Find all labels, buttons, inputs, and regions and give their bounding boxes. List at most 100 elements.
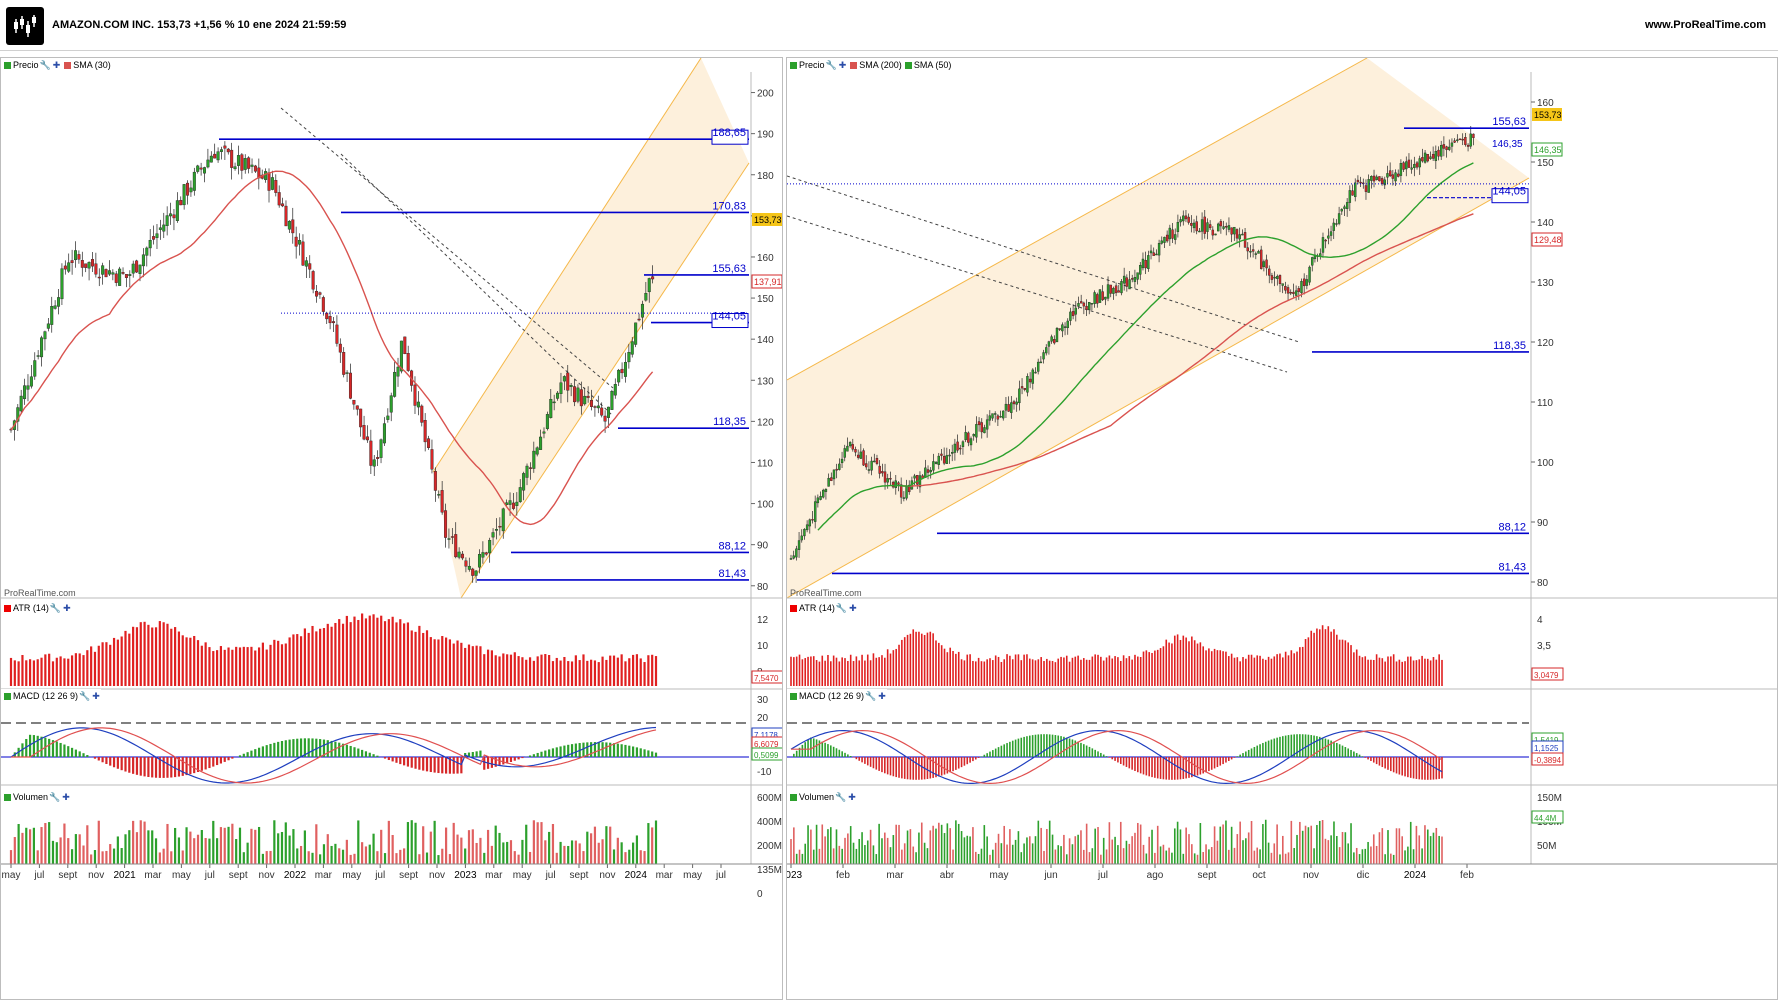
legend-price[interactable]: Precio [799,60,825,70]
wrench-icon[interactable]: 🔧 [865,690,877,701]
legend-sma200[interactable]: SMA (200) [859,60,902,70]
candle-body [1259,249,1263,269]
x-axis-label: jun [1043,870,1057,881]
atr-label[interactable]: ATR (14) [13,603,49,613]
atr-bar [1304,639,1307,686]
atr-bar [903,637,906,686]
wrench-icon[interactable]: 🔧 [79,690,91,701]
price-tick-label: 160 [757,253,774,264]
plus-icon[interactable]: ✚ [62,791,70,802]
atr-label[interactable]: ATR (14) [799,603,835,613]
macd-histogram-bar [563,745,566,757]
atr-bar [654,656,658,686]
right-chart-panel[interactable]: 155,63 144,05 118,35 88,12 81,43 160 150 140 130… [786,57,1778,1000]
site-url[interactable]: www.ProRealTime.com [1644,19,1766,31]
plus-icon[interactable]: ✚ [878,690,886,701]
candle-body [1026,376,1029,393]
macd-histogram-bar [376,755,379,757]
candle-body [77,254,81,260]
candle-body [1203,216,1206,234]
volume-bar [1358,854,1361,864]
macd-histogram-bar [1250,748,1253,757]
candle-body [1289,292,1292,294]
macd-label[interactable]: MACD (12 26 9) [13,691,79,701]
wrench-icon[interactable]: 🔧 [825,59,837,70]
left-chart-panel[interactable]: 188,65 170,83 155,63 144,05 118,35 88,12 81,43… [0,57,783,1000]
volume-bar [1159,846,1162,864]
atr-bar [517,656,520,686]
candle-body [1098,289,1102,303]
candle-body [549,398,553,418]
legend-price[interactable]: Precio [13,60,39,70]
plus-icon[interactable]: ✚ [849,602,857,613]
wrench-icon[interactable]: 🔧 [49,791,61,802]
volume-bar [1384,854,1386,864]
volume-bar [112,848,116,864]
macd-histogram-bar [1168,757,1170,780]
atr-bar [929,631,932,686]
macd-line [790,729,1443,785]
atr-bar [1063,657,1065,686]
macd-label[interactable]: MACD (12 26 9) [799,691,865,701]
volume-bar [25,827,28,864]
volume-bar [406,822,410,864]
wrench-icon[interactable]: 🔧 [835,602,848,613]
level-label-box [711,129,749,145]
wrench-icon[interactable]: 🔧 [49,602,62,613]
volume-bar [464,848,467,864]
candle-body [873,460,876,463]
plus-icon[interactable]: ✚ [63,602,71,613]
volume-bar [651,827,654,864]
volume-bar [1117,845,1119,864]
candle-body [1227,225,1231,230]
plus-icon[interactable]: ✚ [848,791,856,802]
macd-histogram-bar [307,738,310,757]
legend-sma30[interactable]: SMA (30) [73,60,111,70]
plus-icon[interactable]: ✚ [838,59,847,70]
volume-bar [338,848,341,864]
volume-bar [1142,844,1145,864]
price-swatch-icon [4,61,11,69]
candle-body [423,420,427,443]
atr-bar [441,636,444,686]
macd-histogram-bar [1196,757,1199,776]
candle-body [243,158,247,170]
candle-body [1233,226,1236,235]
volume-bar [330,845,333,864]
app-logo-icon[interactable] [6,7,44,45]
candle-body [566,372,570,391]
candle-body [1195,221,1198,232]
macd-histogram-bar [926,757,929,779]
atr-bar [912,629,915,686]
volume-bar [147,830,150,864]
atr-bar [376,617,379,686]
atr-bar [254,650,257,686]
volume-bar [567,845,570,864]
volume-bar [1230,826,1233,864]
wrench-icon[interactable]: 🔧 [835,791,847,802]
legend-sma50[interactable]: SMA (50) [913,60,952,70]
wrench-icon[interactable]: 🔧 [39,59,51,70]
candle-body [1190,223,1193,226]
plus-icon[interactable]: ✚ [92,690,100,701]
macd-histogram-bar [1299,734,1301,757]
macd-histogram-bar [1094,749,1096,757]
volume-bar [847,833,849,864]
atr-bar [1429,660,1432,686]
volume-label[interactable]: Volumen [799,792,835,802]
volume-bar [1156,825,1159,864]
volume-bar [1139,824,1142,864]
plus-icon[interactable]: ✚ [52,59,61,70]
volume-bar [1131,836,1133,864]
atr-bar [920,633,923,686]
macd-histogram-bar [1176,757,1179,780]
candle-body [389,395,393,413]
macd-histogram-bar [25,738,28,757]
volume-label[interactable]: Volumen [13,792,49,802]
atr-bar [605,659,608,686]
macd-histogram-bar [158,757,161,778]
atr-bar [1134,654,1136,686]
atr-bar [418,625,421,686]
level-label: 146,35 [1492,139,1523,150]
volume-bar [128,830,131,864]
